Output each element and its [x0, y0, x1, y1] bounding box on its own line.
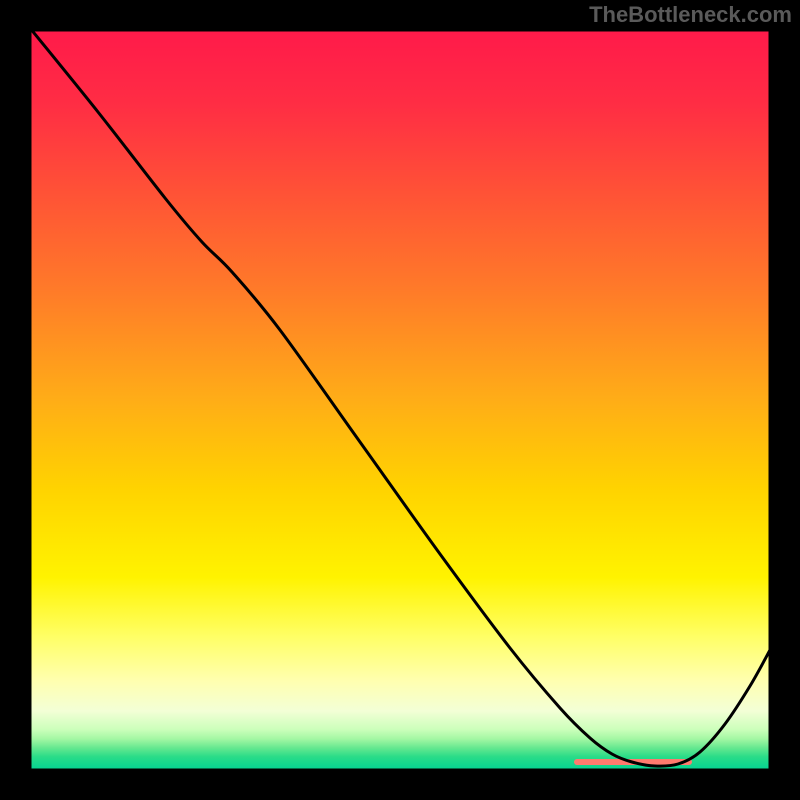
gradient-background — [30, 30, 770, 770]
bottleneck-chart — [0, 0, 800, 800]
chart-container: TheBottleneck.com — [0, 0, 800, 800]
watermark-text: TheBottleneck.com — [589, 2, 792, 28]
plot-area — [30, 28, 770, 770]
